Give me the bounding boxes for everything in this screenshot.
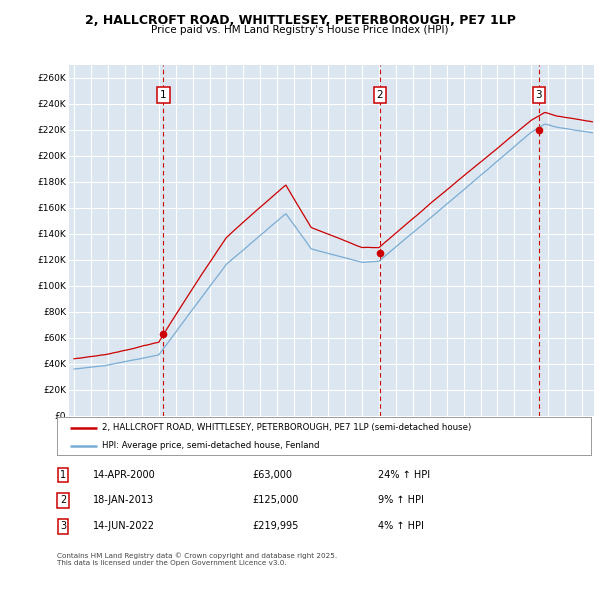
Text: £219,995: £219,995 [252, 522, 298, 531]
Text: 14-JUN-2022: 14-JUN-2022 [93, 522, 155, 531]
Text: 1: 1 [160, 90, 167, 100]
Text: 14-APR-2000: 14-APR-2000 [93, 470, 156, 480]
Text: 2: 2 [60, 496, 66, 505]
Text: 3: 3 [536, 90, 542, 100]
Text: Price paid vs. HM Land Registry's House Price Index (HPI): Price paid vs. HM Land Registry's House … [151, 25, 449, 35]
Text: 1: 1 [60, 470, 66, 480]
Text: 3: 3 [60, 522, 66, 531]
Text: 4% ↑ HPI: 4% ↑ HPI [378, 522, 424, 531]
Text: HPI: Average price, semi-detached house, Fenland: HPI: Average price, semi-detached house,… [103, 441, 320, 450]
Text: 2, HALLCROFT ROAD, WHITTLESEY, PETERBOROUGH, PE7 1LP: 2, HALLCROFT ROAD, WHITTLESEY, PETERBORO… [85, 14, 515, 27]
Text: 2, HALLCROFT ROAD, WHITTLESEY, PETERBOROUGH, PE7 1LP (semi-detached house): 2, HALLCROFT ROAD, WHITTLESEY, PETERBORO… [103, 424, 472, 432]
Text: 18-JAN-2013: 18-JAN-2013 [93, 496, 154, 505]
Text: £125,000: £125,000 [252, 496, 298, 505]
Text: 24% ↑ HPI: 24% ↑ HPI [378, 470, 430, 480]
Text: £63,000: £63,000 [252, 470, 292, 480]
Text: 2: 2 [376, 90, 383, 100]
Text: 9% ↑ HPI: 9% ↑ HPI [378, 496, 424, 505]
Text: Contains HM Land Registry data © Crown copyright and database right 2025.
This d: Contains HM Land Registry data © Crown c… [57, 552, 337, 566]
